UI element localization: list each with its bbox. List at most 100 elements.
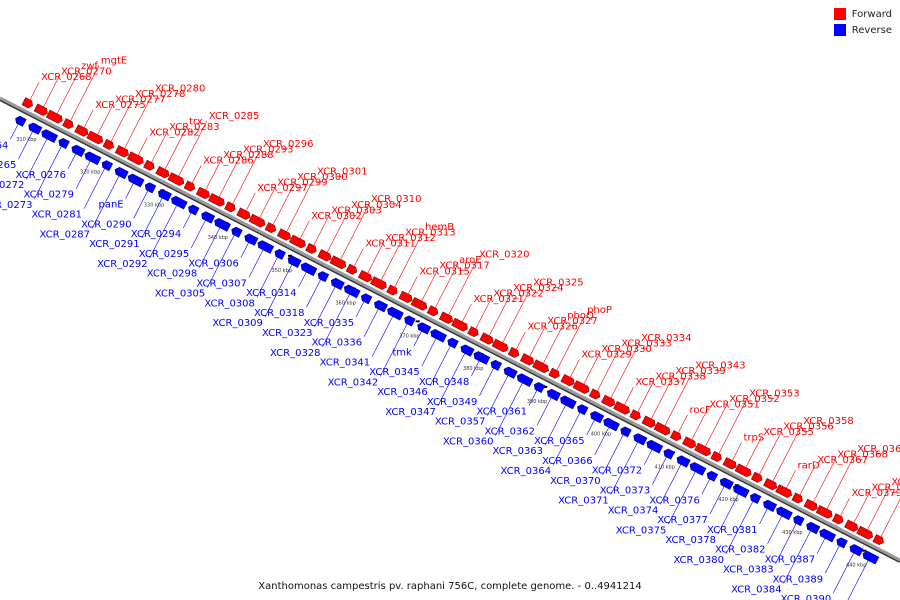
gene-label: XCR_0348 — [419, 377, 470, 388]
gene-leader-line — [125, 179, 136, 199]
reverse-gene-arrow — [387, 306, 404, 321]
scale-tick-label: 310 kbp — [16, 137, 36, 143]
gene-feature — [806, 521, 821, 535]
gene-leader-line — [759, 505, 770, 525]
gene-label: XCR_0328 — [270, 348, 321, 359]
reverse-gene-arrow — [776, 506, 793, 521]
forward-gene-arrow — [491, 338, 509, 353]
scale-tick-label: 360 kbp — [335, 301, 355, 307]
gene-leader-line — [757, 431, 782, 479]
gene-leader-line — [433, 265, 458, 312]
forward-gene-arrow — [572, 380, 590, 394]
forward-gene-arrow — [803, 498, 818, 512]
gene-leader-line — [34, 142, 64, 199]
reverse-gene-arrow — [374, 300, 389, 313]
gene-feature — [862, 550, 880, 565]
gene-label: XCR_0365 — [534, 436, 585, 447]
reverse-gene-arrow — [171, 195, 188, 210]
gene-label: XCR_0303 — [331, 205, 382, 216]
gene-label: XCR_0318 — [254, 308, 305, 319]
gene-label: XCR_0312 — [385, 233, 436, 244]
gene-feature — [590, 411, 605, 424]
reverse-gene-arrow — [633, 433, 648, 446]
gene-feature — [676, 455, 691, 468]
scale-tick-label: 330 kbp — [144, 202, 164, 208]
gene-feature — [276, 228, 291, 241]
gene-leader-line — [730, 442, 742, 465]
gene-leader-line — [176, 120, 208, 180]
gene-leader-line — [191, 216, 208, 249]
gene-leader-line — [244, 192, 256, 215]
forward-gene-arrow — [208, 193, 225, 207]
reverse-swatch — [833, 24, 846, 36]
reverse-gene-arrow — [300, 262, 318, 277]
gene-leader-line — [554, 315, 586, 375]
forward-gene-arrow — [844, 519, 859, 532]
gene-leader-line — [743, 437, 762, 472]
gene-leader-line — [83, 164, 107, 209]
scale-tick-label: 380 kbp — [463, 366, 483, 372]
gene-leader-line — [338, 204, 370, 264]
gene-label: XCR_0352 — [729, 394, 780, 405]
gene-leader-line — [487, 371, 511, 416]
gene-feature — [776, 506, 793, 521]
forward-gene-arrow — [532, 359, 549, 374]
legend-reverse-label: Reverse — [851, 24, 892, 36]
legend-reverse: Reverse — [833, 24, 892, 36]
gene-label: XCR_0358 — [803, 416, 854, 427]
gene-feature — [546, 388, 561, 402]
gene-leader-line — [544, 401, 568, 446]
gene-label: phoQ — [567, 311, 594, 322]
gene-leader-line — [406, 276, 418, 298]
reverse-gene-arrow — [732, 484, 750, 498]
gene-feature — [856, 525, 873, 540]
gene-leader-line — [586, 416, 597, 436]
gene-leader-line — [838, 497, 850, 520]
gene-leader-line — [770, 425, 802, 485]
forward-gene-arrow — [722, 457, 737, 470]
gene-label: XCR_0376 — [649, 495, 700, 506]
gene-label: XCR_0386 — [891, 477, 900, 488]
gene-feature — [844, 519, 859, 532]
gene-feature — [74, 124, 89, 137]
gene-leader-line — [141, 194, 165, 239]
gene-leader-line — [108, 98, 134, 146]
gene-label: XCR_0324 — [513, 283, 564, 294]
gene-feature — [167, 172, 185, 186]
gene-leader-line — [644, 445, 655, 465]
gene-feature — [289, 234, 306, 249]
gene-label: XCR_0273 — [0, 200, 32, 211]
gene-leader-line — [865, 486, 890, 534]
reverse-gene-arrow — [719, 477, 734, 490]
gene-label: XCR_0379 — [852, 488, 900, 499]
gene-leader-line — [91, 172, 122, 229]
gene-leader-line — [676, 414, 688, 437]
reverse-gene-arrow — [603, 417, 620, 432]
forward-gene-arrow — [451, 317, 468, 332]
gene-feature — [519, 353, 534, 366]
gene-label: XCR_0278 — [135, 89, 186, 100]
gene-leader-line — [608, 342, 640, 402]
gene-leader-line — [536, 394, 554, 426]
gene-label: XCR_0298 — [147, 269, 198, 280]
gene-label: XCR_0317 — [439, 261, 490, 272]
forward-gene-arrow — [479, 332, 494, 345]
gene-feature — [86, 130, 104, 145]
gene-feature — [114, 166, 129, 180]
scale-tick-label: 340 kbp — [208, 235, 228, 241]
forward-gene-arrow — [438, 311, 453, 324]
gene-label: XCR_0285 — [209, 111, 260, 122]
gene-feature — [819, 528, 837, 543]
gene-label: XCR_0368 — [837, 449, 888, 460]
gene-label: XCR_0335 — [304, 318, 355, 329]
gene-leader-line — [811, 459, 836, 506]
gene-label: XCR_0310 — [371, 194, 422, 205]
gene-feature — [460, 344, 475, 357]
gene-label: XCR_0364 — [501, 466, 552, 477]
gene-leader-line — [322, 290, 352, 347]
gene-leader-line — [783, 527, 813, 584]
gene-feature — [473, 351, 491, 365]
gene-leader-line — [419, 270, 438, 305]
gene-label: XCR_0355 — [763, 427, 814, 438]
gene-label: XCR_0381 — [707, 525, 758, 536]
